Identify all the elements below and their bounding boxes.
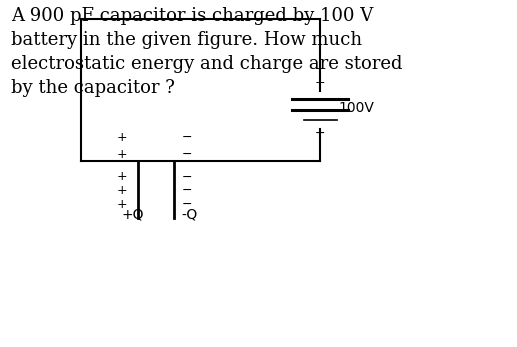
Text: −: − [181, 131, 192, 144]
Text: −: − [315, 127, 326, 141]
Text: +: + [117, 148, 128, 161]
Text: −: − [181, 198, 192, 211]
Text: A 900 pF capacitor is charged by 100 V
battery in the given figure. How much
ele: A 900 pF capacitor is charged by 100 V b… [11, 7, 402, 98]
Text: 100V: 100V [338, 101, 374, 115]
Text: −: − [181, 170, 192, 184]
Text: +: + [315, 76, 326, 89]
Text: +: + [117, 170, 128, 184]
Text: −: − [181, 184, 192, 197]
Text: -Q: -Q [181, 208, 197, 222]
Text: +: + [117, 131, 128, 144]
Text: −: − [181, 148, 192, 161]
Text: +: + [117, 184, 128, 197]
Text: +Q: +Q [121, 208, 144, 222]
Text: +: + [117, 198, 128, 211]
